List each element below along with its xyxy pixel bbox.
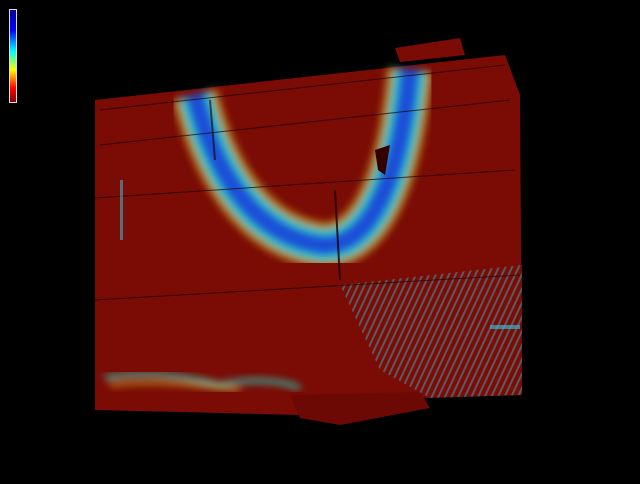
u-curve [172, 67, 433, 269]
colorbar-legend-icon [9, 9, 17, 103]
bottom-noise [104, 371, 301, 392]
surface-bottom-lip [290, 392, 430, 425]
surface-top-tab [395, 38, 465, 62]
striped-floor [340, 265, 522, 398]
scan-lines [94, 64, 521, 301]
